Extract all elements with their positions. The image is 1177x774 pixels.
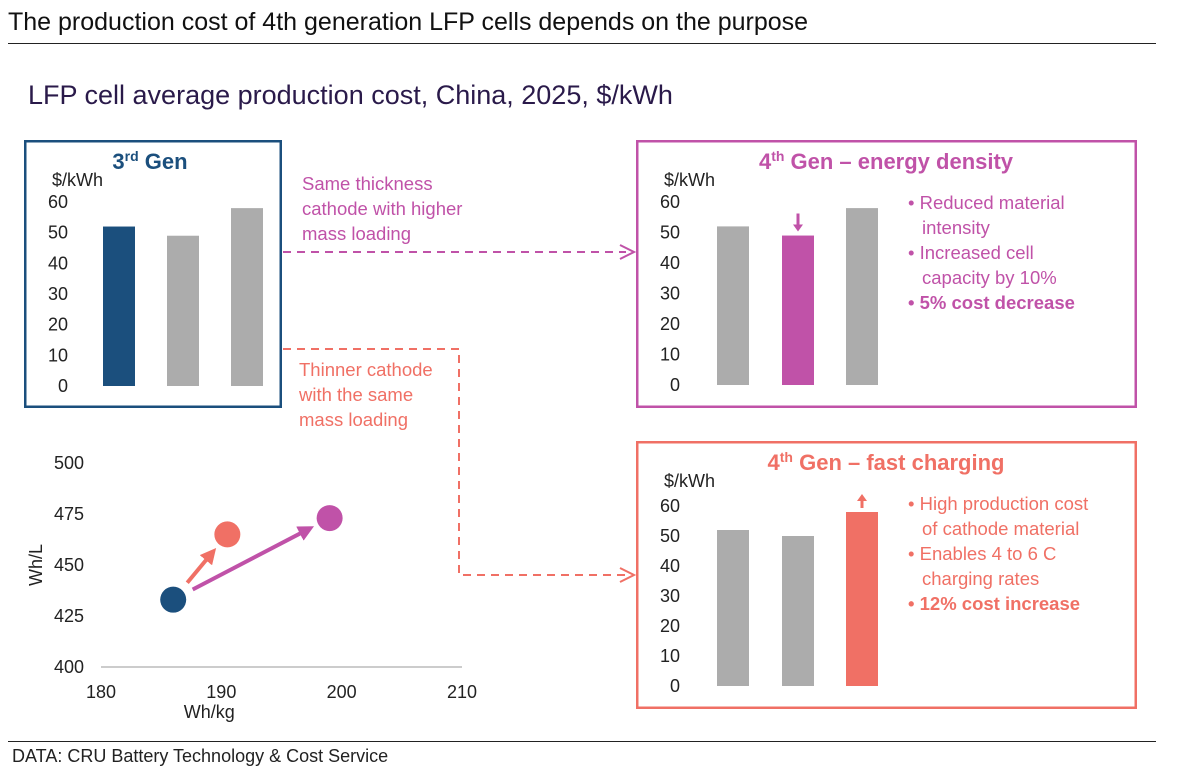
- energy-bullet-highlight: • 5% cost decrease: [908, 292, 1075, 313]
- bar-1: [717, 226, 749, 385]
- energy-bullet: capacity by 10%: [922, 267, 1057, 288]
- y-tick-label: 20: [660, 314, 680, 334]
- shift-arrow: [191, 526, 315, 592]
- bar-1: [717, 530, 749, 686]
- bar-1: [103, 226, 135, 386]
- x-tick-label: 180: [86, 682, 116, 702]
- y-tick-label: 0: [58, 376, 68, 396]
- energy-path-note-line: mass loading: [302, 223, 412, 244]
- y-tick-label: 20: [48, 315, 68, 335]
- cost-decrease-arrow: [793, 213, 803, 232]
- bar-3: [231, 208, 263, 386]
- chart-subtitle: LFP cell average production cost, China,…: [28, 80, 673, 110]
- fast-path-note-line: Thinner cathode: [299, 359, 433, 380]
- scatter-point: [214, 521, 241, 548]
- panel-border: [636, 140, 1137, 408]
- fast-charging-cost-chart: 4th Gen – fast charging $/kWh 0 10 20 30 40 50 6…: [636, 441, 1137, 709]
- y-tick-label: 500: [54, 453, 84, 473]
- scatter-point: [316, 505, 343, 532]
- y-tick-label: 40: [660, 253, 680, 273]
- y-tick-label: 30: [660, 586, 680, 606]
- fast-bullet: of cathode material: [922, 518, 1080, 539]
- source-footer: DATA: CRU Battery Technology & Cost Serv…: [12, 746, 389, 766]
- y-tick-label: 475: [54, 504, 84, 524]
- energy-bullets: • Reduced material intensity • Increased…: [908, 190, 1075, 315]
- shift-arrow: [185, 547, 217, 585]
- page-title: The production cost of 4th generation LF…: [8, 8, 809, 36]
- energy-bullet: • Reduced material: [908, 192, 1065, 213]
- y-tick-label: 60: [660, 192, 680, 212]
- y-axis-label: $/kWh: [664, 170, 715, 190]
- panel-border: [636, 441, 1137, 709]
- fast-bullet: • High production cost: [908, 493, 1089, 514]
- title-divider: [8, 43, 1156, 44]
- y-tick-label: 20: [660, 616, 680, 636]
- x-tick-label: 190: [206, 682, 236, 702]
- y-tick-label: 400: [54, 657, 84, 677]
- y-tick-label: 60: [48, 192, 68, 212]
- density-scatter-chart: 180 190 200 210 400 425 450 475 500 Wh/kg Wh/L: [26, 453, 477, 722]
- y-axis-label: $/kWh: [52, 170, 103, 190]
- y-tick-label: 0: [670, 375, 680, 395]
- y-tick-label: 40: [660, 556, 680, 576]
- fast-bullet: • Enables 4 to 6 C: [908, 543, 1057, 564]
- panel-title: 4th Gen – energy density: [759, 148, 1014, 174]
- y-tick-label: 30: [660, 284, 680, 304]
- y-tick-label: 425: [54, 606, 84, 626]
- y-tick-label: 10: [660, 345, 680, 365]
- fast-path-note-line: mass loading: [299, 409, 409, 430]
- panel-title: 3rd Gen: [112, 148, 187, 174]
- y-axis-label: Wh/L: [26, 544, 46, 586]
- bar-2: [782, 536, 814, 686]
- fast-bullets: • High production cost of cathode materi…: [908, 491, 1088, 616]
- panel-title: 4th Gen – fast charging: [768, 449, 1005, 475]
- y-tick-label: 50: [660, 526, 680, 546]
- bar-3: [846, 208, 878, 385]
- bar-2: [167, 235, 199, 386]
- y-tick-label: 40: [48, 253, 68, 273]
- cost-increase-arrow: [857, 494, 867, 508]
- energy-path-note-line: cathode with higher: [302, 198, 463, 219]
- bar-3: [846, 512, 878, 686]
- energy-path-note: Same thickness cathode with higher mass …: [302, 171, 462, 246]
- x-axis-label: Wh/kg: [184, 702, 235, 722]
- y-tick-label: 50: [48, 223, 68, 243]
- y-tick-label: 10: [660, 646, 680, 666]
- energy-bullet: • Increased cell: [908, 242, 1034, 263]
- fast-bullet-highlight: • 12% cost increase: [908, 593, 1081, 614]
- y-tick-label: 30: [48, 284, 68, 304]
- footer-divider: [8, 741, 1156, 742]
- y-tick-label: 450: [54, 555, 84, 575]
- x-tick-label: 210: [447, 682, 477, 702]
- gen3-cost-chart: 3rd Gen $/kWh 0 10 20 30 40 50 60: [24, 140, 282, 408]
- panel-border: [24, 140, 282, 408]
- x-tick-label: 200: [327, 682, 357, 702]
- energy-path-note-line: Same thickness: [302, 173, 433, 194]
- fast-connector-arrow: [283, 348, 637, 583]
- y-axis-label: $/kWh: [664, 471, 715, 491]
- y-tick-label: 10: [48, 345, 68, 365]
- energy-bullet: intensity: [922, 217, 990, 238]
- bar-2: [782, 235, 814, 385]
- energy-density-cost-chart: 4th Gen – energy density $/kWh 0 10 20 30 40 50…: [636, 140, 1137, 408]
- y-tick-label: 50: [660, 223, 680, 243]
- fast-path-note: Thinner cathode with the same mass loadi…: [299, 357, 433, 432]
- fast-path-note-line: with the same: [299, 384, 414, 405]
- fast-bullet: charging rates: [922, 568, 1040, 589]
- y-tick-label: 0: [670, 676, 680, 696]
- scatter-point: [160, 586, 187, 613]
- energy-connector-arrow: [283, 244, 637, 260]
- y-tick-label: 60: [660, 496, 680, 516]
